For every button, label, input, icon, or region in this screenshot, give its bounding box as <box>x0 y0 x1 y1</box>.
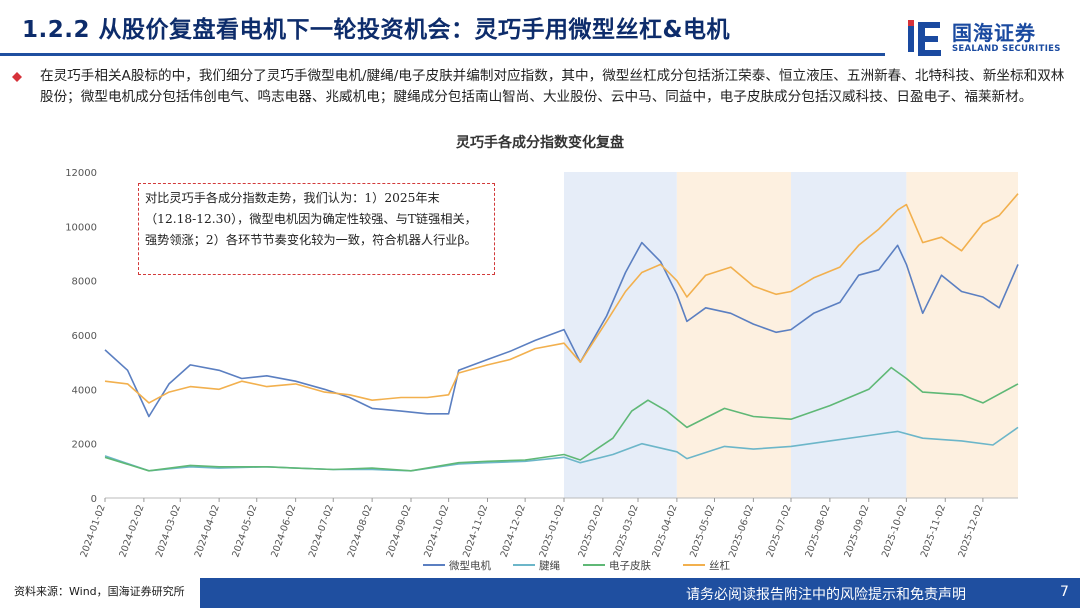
x-tick-label: 2024-03-02 <box>154 503 183 559</box>
x-tick-label: 2025-04-02 <box>650 503 679 559</box>
y-tick-label: 2000 <box>72 440 97 451</box>
shaded-period-2 <box>676 172 792 498</box>
shaded-periods <box>564 172 1018 498</box>
logo-text-en: SEALAND SECURITIES <box>952 44 1061 54</box>
x-tick-label: 2024-10-02 <box>422 503 451 559</box>
series-line-3 <box>104 366 1019 472</box>
disclaimer: 请务必阅读报告附注中的风险提示和免责声明 <box>686 587 966 603</box>
x-tick-label: 2025-08-02 <box>803 503 832 559</box>
x-tick-label: 2025-03-02 <box>612 503 641 559</box>
x-tick-label: 2024-04-02 <box>193 503 222 559</box>
legend-label: 电子皮肤 <box>609 559 651 572</box>
company-logo: 国海证券 SEALAND SECURITIES <box>906 16 1066 60</box>
x-tick-label: 2024-08-02 <box>346 503 375 559</box>
x-tick-label: 2024-09-02 <box>385 503 414 559</box>
shaded-period-4 <box>906 172 1018 498</box>
sealand-logo-icon <box>908 20 941 56</box>
page-title: 1.2.2 从股价复盘看电机下一轮投资机会：灵巧手用微型丝杠&电机 <box>22 17 731 43</box>
x-tick-label: 2025-02-02 <box>576 503 605 559</box>
legend-label: 丝杠 <box>709 559 730 572</box>
y-axis: 0 2000 4000 6000 8000 10000 12000 <box>65 168 97 505</box>
series-lines <box>104 193 1019 472</box>
page-number: 7 <box>1060 584 1069 600</box>
x-axis: 2024-01-02 2024-02-02 2024-03-02 2024-04-02… <box>79 498 986 559</box>
y-tick-label: 8000 <box>72 277 97 288</box>
x-tick-label: 2025-07-02 <box>765 503 794 559</box>
x-tick-label: 2024-06-02 <box>269 503 298 559</box>
x-tick-label: 2025-06-02 <box>727 503 756 559</box>
shaded-period-1 <box>564 172 677 498</box>
x-tick-label: 2025-05-02 <box>688 503 717 559</box>
x-tick-label: 2025-11-02 <box>919 503 948 559</box>
intro-paragraph: 在灵巧手相关A股标的中，我们细分了灵巧手微型电机/腱绳/电子皮肤并编制对应指数，… <box>40 68 1065 105</box>
chart-title: 灵巧手各成分指数变化复盘 <box>456 134 624 151</box>
chart-legend: 微型电机 腱绳 电子皮肤 丝杠 <box>423 559 730 572</box>
y-tick-label: 12000 <box>65 168 97 179</box>
shaded-period-3 <box>791 172 907 498</box>
footer-source-area <box>0 578 200 608</box>
legend-label: 微型电机 <box>449 559 491 572</box>
y-tick-label: 6000 <box>72 331 97 342</box>
x-tick-label: 2025-12-02 <box>956 503 985 559</box>
x-tick-label: 2025-09-02 <box>842 503 871 559</box>
series-line-4 <box>104 193 1019 404</box>
x-tick-label: 2025-01-02 <box>538 503 567 559</box>
x-tick-label: 2024-07-02 <box>307 503 336 559</box>
y-tick-label: 10000 <box>65 222 97 233</box>
x-tick-label: 2024-05-02 <box>230 503 259 559</box>
index-line-chart: 灵巧手各成分指数变化复盘 0 2000 4000 6000 8000 10000 12000… <box>65 134 1019 572</box>
analysis-note-box: 对比灵巧手各成分指数走势，我们认为：1）2025年末（12.18-12.30），… <box>138 183 495 275</box>
data-source: 资料来源：Wind，国海证券研究所 <box>14 585 185 598</box>
x-tick-label: 2024-12-02 <box>499 503 528 559</box>
x-tick-label: 2024-02-02 <box>117 503 146 559</box>
y-tick-label: 0 <box>91 494 97 505</box>
y-tick-label: 4000 <box>72 385 97 396</box>
x-tick-label: 2024-01-02 <box>79 503 108 559</box>
series-line-1 <box>104 241 1019 418</box>
title-rule <box>0 53 885 56</box>
legend-label: 腱绳 <box>539 559 560 572</box>
diamond-bullet-icon <box>12 72 22 82</box>
x-tick-label: 2025-10-02 <box>880 503 909 559</box>
x-tick-label: 2024-11-02 <box>461 503 490 559</box>
logo-text-cn: 国海证券 <box>952 21 1036 45</box>
